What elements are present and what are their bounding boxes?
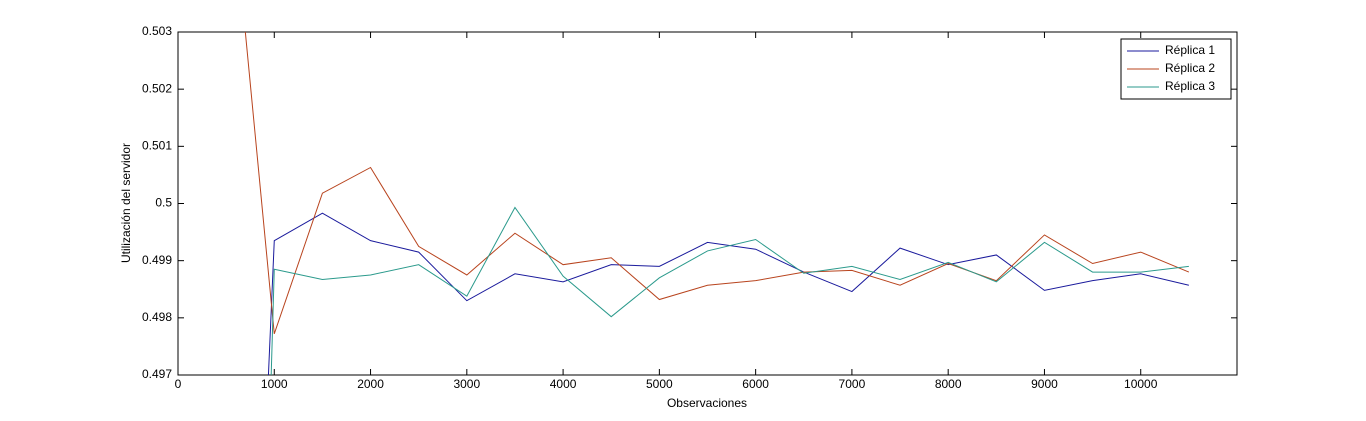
series-line xyxy=(267,212,1189,375)
legend-label: Réplica 2 xyxy=(1165,61,1215,75)
y-tick-label: 0.497 xyxy=(142,367,172,381)
series-line xyxy=(244,32,1190,335)
legend-label: Réplica 1 xyxy=(1165,43,1215,57)
y-tick-label: 0.5 xyxy=(155,196,172,210)
legend-box xyxy=(1120,38,1232,100)
x-tick-label: 7000 xyxy=(839,377,866,391)
series-line xyxy=(270,206,1189,375)
x-tick-label: 9000 xyxy=(1031,377,1058,391)
x-tick-label: 5000 xyxy=(646,377,673,391)
y-axis-label: Utilización del servidor xyxy=(119,143,133,263)
x-tick-label: 3000 xyxy=(453,377,480,391)
x-tick-label: 6000 xyxy=(742,377,769,391)
x-tick-label: 4000 xyxy=(550,377,577,391)
y-tick-label: 0.503 xyxy=(142,24,172,38)
x-tick-label: 0 xyxy=(175,377,182,391)
plot-lines xyxy=(244,32,1190,375)
x-tick-label: 2000 xyxy=(357,377,384,391)
x-tick-label: 1000 xyxy=(261,377,288,391)
y-tick-label: 0.498 xyxy=(142,310,172,324)
y-tick-label: 0.501 xyxy=(142,139,172,153)
plot-area xyxy=(177,31,1238,376)
y-tick-label: 0.499 xyxy=(142,253,172,267)
y-tick-label: 0.502 xyxy=(142,81,172,95)
legend-label: Réplica 3 xyxy=(1165,79,1215,93)
x-axis-label: Observaciones xyxy=(667,396,747,410)
x-tick-label: 10000 xyxy=(1124,377,1158,391)
x-tick-label: 8000 xyxy=(935,377,962,391)
